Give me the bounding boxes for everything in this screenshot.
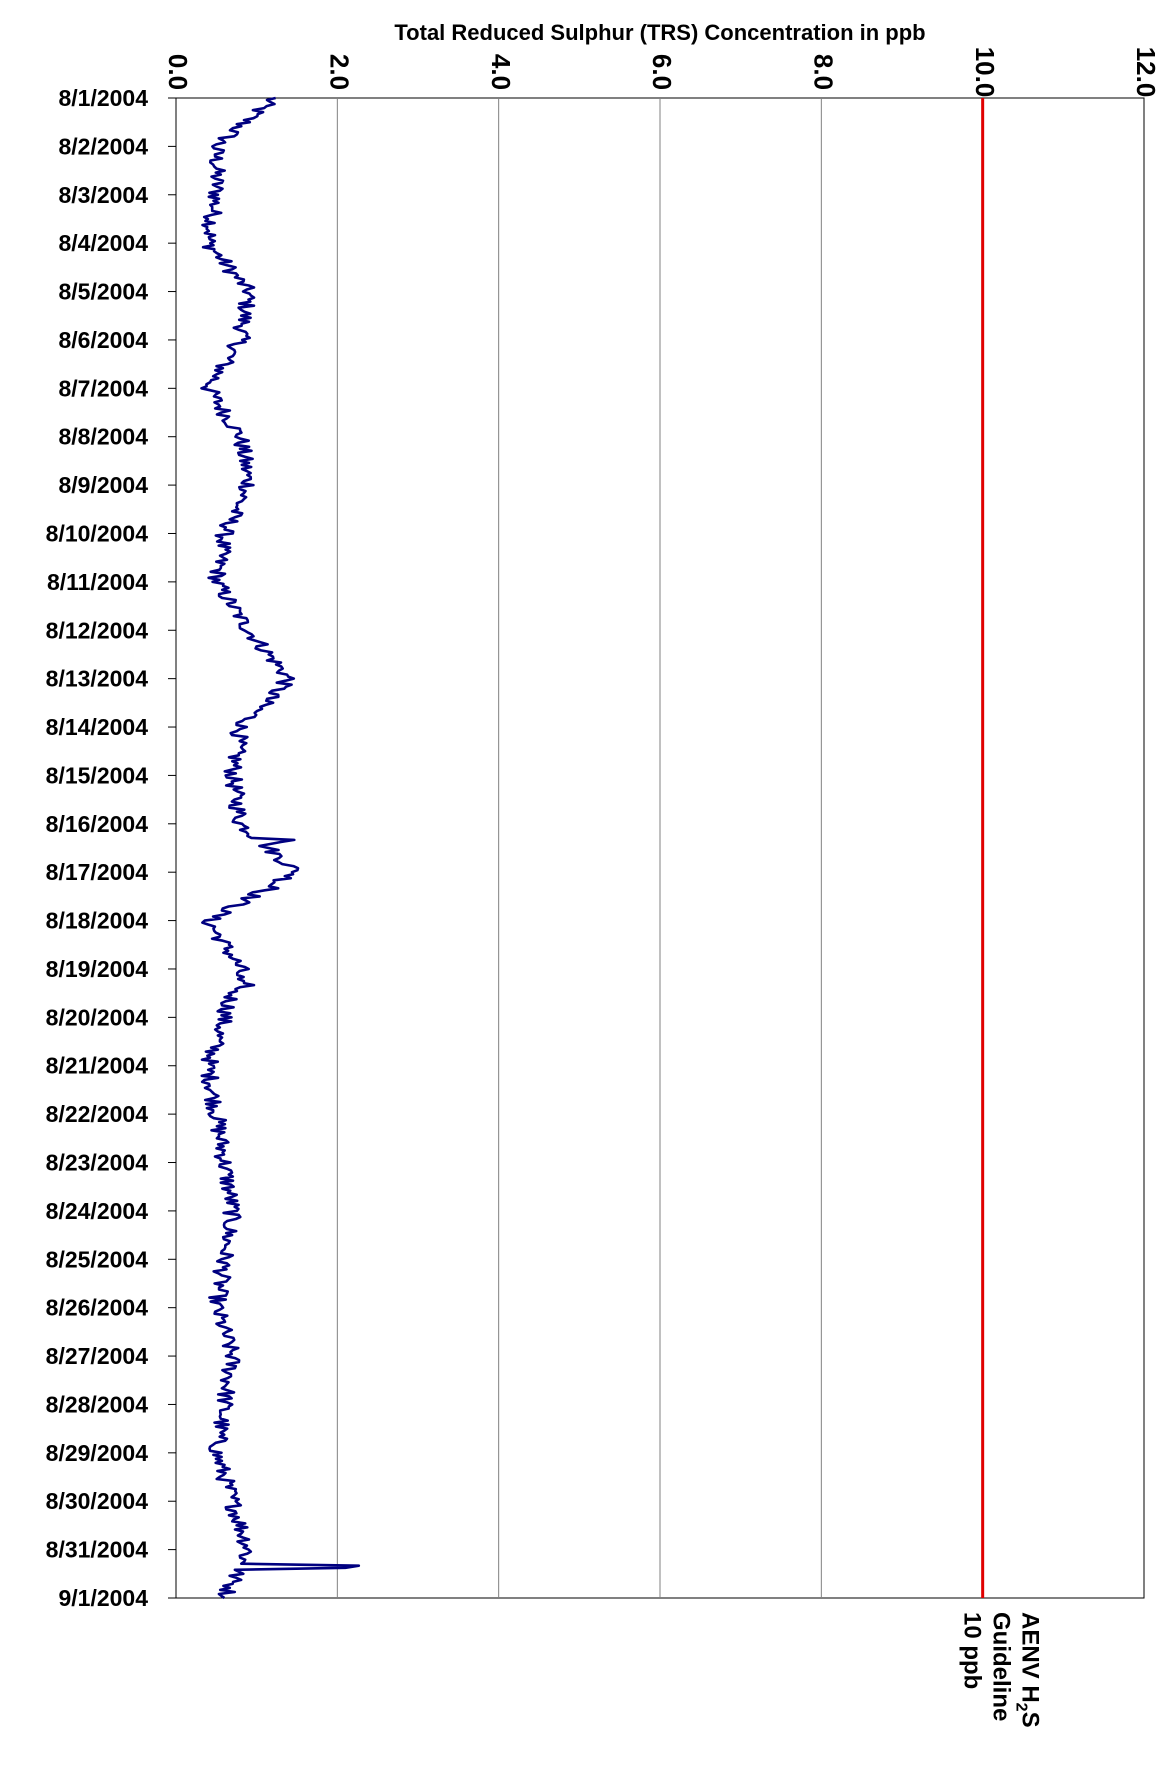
- value-axis-ticks: 0.0 2.0 4.0 6.0 8.0 10.0 12.0: [163, 47, 1161, 98]
- date-tick-label: 8/3/2004: [58, 182, 148, 208]
- value-tick-label: 12.0: [1131, 47, 1161, 98]
- date-tick-label: 8/21/2004: [46, 1053, 149, 1079]
- date-tick-label: 8/2/2004: [58, 133, 148, 159]
- date-tick-label: 8/29/2004: [46, 1440, 149, 1466]
- date-tick-label: 8/7/2004: [58, 375, 148, 401]
- guideline-label-line: AENV H2S: [1013, 1612, 1044, 1728]
- date-tick-label: 8/27/2004: [46, 1343, 149, 1369]
- value-tick-label: 8.0: [808, 54, 838, 90]
- date-tick-label: 8/9/2004: [58, 472, 148, 498]
- date-tick-label: 8/11/2004: [47, 569, 148, 595]
- date-tick-label: 8/18/2004: [46, 908, 149, 934]
- date-tick-label: 8/28/2004: [46, 1391, 149, 1417]
- guideline-label-line: 10 ppb: [959, 1612, 986, 1689]
- date-tick-label: 8/6/2004: [58, 327, 148, 353]
- date-tick-label: 8/5/2004: [58, 279, 148, 305]
- value-tick-label: 10.0: [970, 47, 1000, 98]
- value-tick-label: 4.0: [486, 54, 516, 90]
- date-tick-label: 8/13/2004: [46, 666, 149, 692]
- date-tick-label: 8/19/2004: [46, 956, 149, 982]
- date-tick-label: 8/10/2004: [46, 520, 149, 546]
- date-tick-label: 8/24/2004: [46, 1198, 149, 1224]
- date-axis-ticks: 8/1/2004 8/2/2004 8/3/2004 8/4/2004 8/5/2004…: [46, 85, 176, 1611]
- date-tick-label: 8/26/2004: [46, 1295, 149, 1321]
- date-tick-label: 8/16/2004: [46, 811, 149, 837]
- date-tick-label: 8/31/2004: [46, 1537, 149, 1563]
- guideline-label-line: Guideline: [988, 1612, 1015, 1721]
- chart-title: Total Reduced Sulphur (TRS) Concentratio…: [394, 20, 925, 45]
- date-tick-label: 8/25/2004: [46, 1246, 149, 1272]
- date-tick-label: 8/8/2004: [58, 424, 148, 450]
- value-tick-label: 0.0: [163, 54, 193, 90]
- date-tick-label: 8/20/2004: [46, 1004, 149, 1030]
- value-tick-label: 6.0: [647, 54, 677, 90]
- date-tick-label: 8/15/2004: [46, 762, 149, 788]
- date-tick-label: 8/1/2004: [58, 85, 148, 111]
- date-tick-label: 8/23/2004: [46, 1150, 149, 1176]
- date-tick-label: 8/4/2004: [58, 230, 148, 256]
- date-tick-label: 8/30/2004: [46, 1488, 149, 1514]
- date-tick-label: 8/14/2004: [46, 714, 149, 740]
- date-tick-label: 9/1/2004: [58, 1585, 148, 1611]
- value-tick-label: 2.0: [324, 54, 354, 90]
- trs-series-line: [200, 96, 361, 1600]
- date-tick-label: 8/22/2004: [46, 1101, 149, 1127]
- date-tick-label: 8/12/2004: [46, 617, 149, 643]
- date-tick-label: 8/17/2004: [46, 859, 149, 885]
